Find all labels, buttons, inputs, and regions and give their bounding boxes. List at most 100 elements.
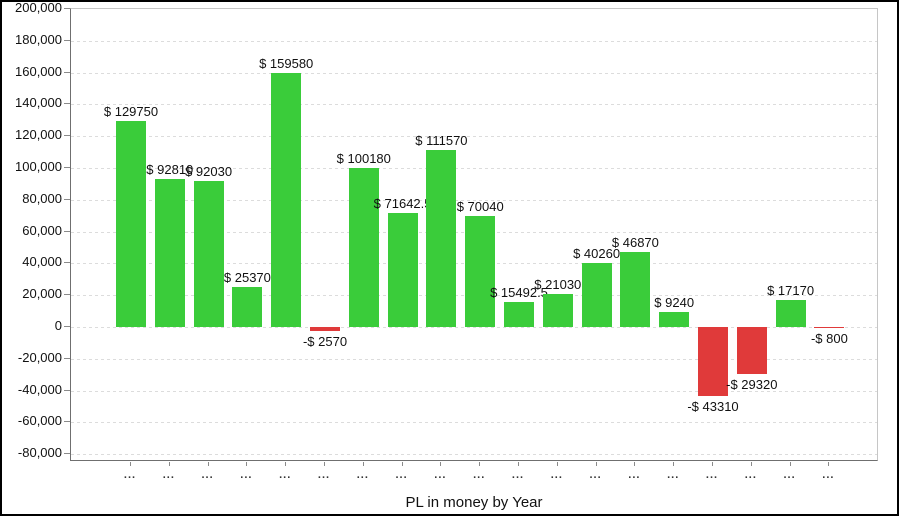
gridline <box>71 390 877 392</box>
bar <box>116 121 146 327</box>
gridline <box>71 327 877 328</box>
gridline <box>71 168 877 169</box>
y-axis-tick <box>64 294 70 296</box>
y-axis-label: -40,000 <box>17 381 62 397</box>
gridline <box>71 422 877 424</box>
x-category-label: ... <box>317 469 331 481</box>
y-axis-label: 200,000 <box>15 0 62 15</box>
bar <box>736 327 767 374</box>
gridline <box>71 40 877 42</box>
x-axis-tick <box>673 462 675 466</box>
x-category-label: ... <box>783 469 796 481</box>
y-axis-tick <box>64 421 70 423</box>
y-axis-label: 40,000 <box>22 254 62 270</box>
bar-value-label: $ 46870 <box>611 235 659 250</box>
x-category-label: ... <box>356 469 369 481</box>
y-axis-tick <box>64 389 70 391</box>
y-axis-label: 100,000 <box>15 159 62 174</box>
y-axis-label: 140,000 <box>15 95 62 111</box>
x-axis-tick <box>246 462 248 466</box>
bar-value-label: $ 100180 <box>336 151 391 166</box>
bar <box>620 252 651 327</box>
bar <box>465 216 496 327</box>
y-axis-label: 20,000 <box>22 286 62 302</box>
bar <box>232 287 263 327</box>
x-category-label: ... <box>162 469 175 481</box>
bar <box>698 327 728 396</box>
y-axis-tick <box>64 167 70 168</box>
x-axis-tick <box>362 462 364 466</box>
bar-value-label: $ 70040 <box>456 199 504 214</box>
y-axis-label: 180,000 <box>15 31 62 47</box>
x-axis-tick <box>634 462 636 466</box>
x-category-label: ... <box>705 469 719 481</box>
x-category-label: ... <box>628 469 641 481</box>
bar-value-label: -$ 800 <box>810 331 848 346</box>
bar-value-label: $ 111570 <box>415 133 468 148</box>
y-axis-label: 60,000 <box>22 222 62 238</box>
x-axis-tick <box>518 462 519 466</box>
bar-value-label: $ 92810 <box>146 162 194 177</box>
x-axis-tick <box>828 462 830 466</box>
y-axis-label: 80,000 <box>22 190 62 206</box>
x-category-label: ... <box>434 469 447 481</box>
bar-value-label: $ 71642.5 <box>373 196 432 211</box>
bar <box>775 300 806 327</box>
y-axis-tick <box>64 39 70 41</box>
bar <box>504 302 534 327</box>
x-category-label: ... <box>240 469 253 481</box>
bar <box>154 179 185 327</box>
bar <box>271 73 302 327</box>
y-axis-tick <box>64 326 70 327</box>
bar <box>542 294 573 327</box>
gridline <box>71 136 877 138</box>
x-axis-tick <box>285 462 287 466</box>
x-category-label: ... <box>550 469 563 481</box>
bar <box>581 263 612 327</box>
y-axis-tick <box>64 230 70 232</box>
x-axis-tick <box>207 462 209 466</box>
x-axis-tick <box>789 462 791 466</box>
bar-value-label: $ 129750 <box>103 104 159 119</box>
x-category-label: ... <box>279 469 292 481</box>
x-axis-tick <box>440 462 442 466</box>
x-axis-tick <box>556 462 558 466</box>
plot-area: $ 129750 $ 92810 $ 92030 $ 25370 $ 159580 -$ … <box>70 8 878 461</box>
x-category-label: ... <box>473 469 486 481</box>
gridline <box>71 72 877 74</box>
y-axis-label: -60,000 <box>17 413 62 429</box>
x-axis-tick <box>479 462 481 466</box>
y-axis-label: -80,000 <box>17 445 62 461</box>
y-axis-label: 160,000 <box>15 63 62 79</box>
bar <box>659 312 690 327</box>
x-category-label: ... <box>201 469 214 481</box>
x-axis-tick <box>168 462 170 466</box>
bar-value-label: $ 92030 <box>185 164 233 179</box>
gridline <box>71 104 877 106</box>
x-category-label: ... <box>589 469 602 481</box>
y-axis-tick <box>64 453 70 455</box>
y-axis-label: 0 <box>54 318 62 333</box>
bar-value-label: -$ 2570 <box>302 334 348 349</box>
y-axis-tick <box>64 71 70 73</box>
y-axis-label: -20,000 <box>17 349 62 365</box>
bar-value-label: $ 40260 <box>573 246 621 261</box>
x-category-label: ... <box>511 469 525 481</box>
bar-value-label: -$ 29320 <box>726 377 778 392</box>
y-axis-tick <box>64 357 70 359</box>
bar-value-label: $ 9240 <box>654 295 695 310</box>
x-axis-tick <box>750 462 752 466</box>
y-axis-tick <box>64 198 70 200</box>
bar <box>814 327 845 328</box>
bar-value-label: $ 15492.5 <box>490 285 548 300</box>
bar <box>387 213 418 327</box>
bar-value-label: -$ 43310 <box>687 399 739 414</box>
y-axis-tick <box>64 135 70 137</box>
chart-title: PL in money by Year <box>405 494 543 511</box>
x-axis-tick <box>401 462 403 466</box>
y-axis-label: 120,000 <box>15 127 62 143</box>
x-category-label: ... <box>667 469 680 481</box>
x-axis-tick <box>595 462 597 466</box>
x-category-label: ... <box>744 469 757 481</box>
